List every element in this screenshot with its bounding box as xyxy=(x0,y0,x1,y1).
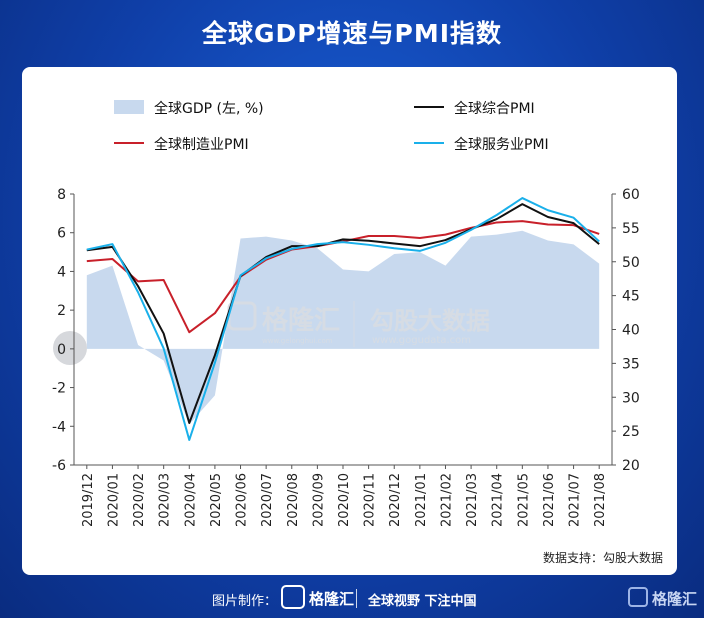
footer-logo-text: 格隆汇 xyxy=(309,590,355,608)
right-tick-label: 30 xyxy=(622,390,640,406)
corner-logo-text: 格隆汇 xyxy=(652,590,698,608)
legend-label: 全球综合PMI xyxy=(454,100,535,117)
right-tick-label: 50 xyxy=(622,255,640,271)
left-tick-label: 2 xyxy=(57,303,66,319)
right-tick-label: 35 xyxy=(622,356,640,372)
made-by-label: 图片制作： xyxy=(212,594,278,609)
x-tick-label: 2019/12 xyxy=(81,473,96,527)
x-tick-label: 2020/04 xyxy=(183,473,198,527)
x-tick-label: 2020/03 xyxy=(158,473,173,527)
legend-label: 全球GDP (左, %) xyxy=(154,100,264,117)
x-tick-label: 2020/10 xyxy=(337,473,352,527)
gelonghui-logo-icon xyxy=(281,585,305,609)
footer-divider xyxy=(356,589,357,608)
x-tick-label: 2021/07 xyxy=(568,473,583,527)
x-tick-label: 2020/05 xyxy=(209,473,224,527)
right-tick-label: 60 xyxy=(622,187,640,203)
x-tick-label: 2020/08 xyxy=(286,473,301,527)
chart-card: 格隆汇 www.gelonghui.com 勾股大数据 www.gogudata.co… xyxy=(22,67,677,575)
left-tick-label: -2 xyxy=(52,381,66,397)
x-tick-label: 2020/09 xyxy=(311,473,326,527)
legend-swatch-gdp xyxy=(114,100,144,114)
x-tick-label: 2021/03 xyxy=(465,473,480,527)
x-tick-label: 2021/05 xyxy=(516,473,531,527)
x-tick-label: 2020/12 xyxy=(388,473,403,527)
right-tick-label: 45 xyxy=(622,289,640,305)
footer: 图片制作： 格隆汇 全球视野 下注中国 格隆汇 xyxy=(0,580,704,618)
left-tick-label: -6 xyxy=(52,458,66,474)
x-tick-label: 2020/01 xyxy=(106,473,121,527)
right-tick-label: 55 xyxy=(622,221,640,237)
page-title: 全球GDP增速与PMI指数 xyxy=(201,19,503,48)
x-tick-label: 2021/08 xyxy=(593,473,608,527)
composite-pmi-line xyxy=(86,203,600,424)
left-tick-label: -4 xyxy=(52,419,66,435)
x-tick-label: 2021/06 xyxy=(542,473,557,527)
x-tick-label: 2020/07 xyxy=(260,473,275,527)
watermark-brand1: 格隆汇 xyxy=(262,305,340,336)
left-tick-label: 4 xyxy=(57,264,66,280)
watermark-brand2: 勾股大数据 xyxy=(370,307,490,335)
x-tick-label: 2020/06 xyxy=(235,473,250,527)
right-tick-label: 25 xyxy=(622,424,640,440)
legend-label: 全球服务业PMI xyxy=(454,136,549,153)
source-note: 数据支持：勾股大数据 xyxy=(542,551,663,565)
gdp-area-series xyxy=(86,230,600,425)
watermark-seal-icon xyxy=(53,331,87,365)
left-tick-label: 8 xyxy=(57,187,66,203)
watermark-url2: www.gogudata.com xyxy=(372,335,471,346)
x-tick-label: 2021/01 xyxy=(414,473,429,527)
corner-logo-icon xyxy=(628,587,648,607)
right-tick-label: 40 xyxy=(622,323,640,339)
watermark-url1: www.gelonghui.com xyxy=(262,337,333,345)
x-tick-label: 2020/02 xyxy=(132,473,147,527)
x-tick-label: 2020/11 xyxy=(363,473,378,527)
right-tick-label: 20 xyxy=(622,458,640,474)
left-tick-label: 6 xyxy=(57,226,66,242)
left-tick-label: 0 xyxy=(57,342,66,358)
footer-slogan: 全球视野 下注中国 xyxy=(368,594,477,609)
x-tick-label: 2021/02 xyxy=(439,473,454,527)
legend-label: 全球制造业PMI xyxy=(154,136,249,153)
x-tick-label: 2021/04 xyxy=(491,473,506,527)
services-pmi-line xyxy=(86,197,600,441)
